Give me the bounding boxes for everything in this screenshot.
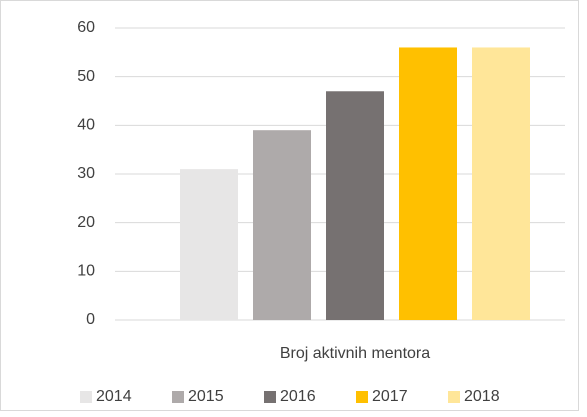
legend-swatch: [172, 391, 184, 403]
legend-label: 2015: [188, 388, 224, 405]
x-tick-label: Broj aktivnih mentora: [280, 345, 430, 362]
y-tick-label: 50: [77, 68, 95, 85]
legend-swatch: [448, 391, 460, 403]
legend-label: 2017: [372, 388, 408, 405]
legend-label: 2016: [280, 388, 316, 405]
bar: [326, 91, 384, 321]
legend-swatch: [264, 391, 276, 403]
bar: [472, 47, 530, 320]
legend-swatch: [80, 391, 92, 403]
y-tick-label: 0: [86, 311, 95, 328]
y-tick-label: 20: [77, 214, 95, 231]
y-tick-label: 30: [77, 165, 95, 182]
bar: [399, 47, 457, 320]
y-tick-label: 10: [77, 263, 95, 280]
y-tick-label: 60: [77, 19, 95, 36]
legend-swatch: [356, 391, 368, 403]
bar: [253, 130, 311, 320]
legend-label: 2018: [464, 388, 500, 405]
bar: [180, 169, 238, 320]
legend-label: 2014: [96, 388, 132, 405]
y-tick-label: 40: [77, 117, 95, 134]
